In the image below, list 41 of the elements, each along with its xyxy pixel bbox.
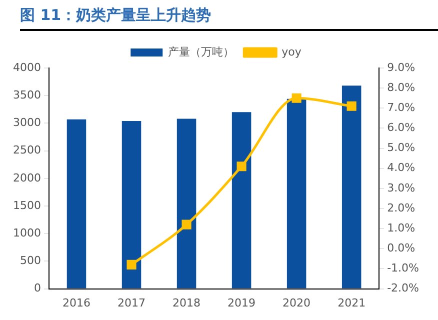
x-tick-label: 2018 [172, 296, 201, 310]
y-tick-label: 3000 [12, 116, 41, 130]
x-tick-label: 2019 [228, 296, 256, 310]
bar [122, 120, 142, 288]
y2-tick-label: 5.0% [387, 141, 416, 154]
y2-tick-label: 4.0% [387, 161, 416, 174]
y-tick-label: 500 [20, 254, 41, 268]
y-tick-label: 0 [34, 282, 41, 295]
point [126, 260, 136, 270]
y-tick-label: 3500 [12, 88, 41, 102]
y2-tick-label: 7.0% [387, 101, 416, 114]
x-tick-label: 2020 [282, 296, 311, 310]
point [346, 101, 356, 111]
y-tick-label: 4000 [12, 60, 41, 74]
point [292, 93, 302, 103]
x-tick-label: 2016 [62, 296, 90, 310]
bar [286, 98, 306, 288]
x-tick-label: 2021 [338, 296, 366, 310]
y-tick-label: 2000 [12, 171, 41, 184]
y2-tick-label: 1.0% [387, 221, 416, 234]
legend-label: 产量（万吨） [168, 45, 234, 58]
y2-tick-label: -2.0% [387, 282, 420, 295]
y2-tick-label: 9.0% [387, 60, 416, 74]
y2-tick-label: 2.0% [387, 201, 416, 214]
chart-title: 图 11：奶类产量呈上升趋势 [20, 6, 212, 25]
y2-tick-label: 8.0% [387, 80, 416, 94]
bar [232, 112, 252, 288]
point [236, 162, 246, 172]
bar [66, 119, 86, 288]
y-tick-label: 1500 [12, 198, 41, 212]
y2-tick-label: -1.0% [387, 262, 420, 275]
x-tick-label: 2017 [118, 296, 146, 310]
y2-tick-label: 6.0% [387, 121, 416, 134]
y2-tick-label: 3.0% [387, 181, 416, 194]
point [182, 220, 192, 230]
bar [342, 86, 362, 288]
legend-label: yoy [282, 45, 302, 58]
bar [176, 118, 196, 288]
y2-tick-label: 0.0% [387, 242, 416, 255]
y-tick-label: 1000 [12, 226, 41, 240]
y-tick-label: 2500 [12, 144, 41, 157]
